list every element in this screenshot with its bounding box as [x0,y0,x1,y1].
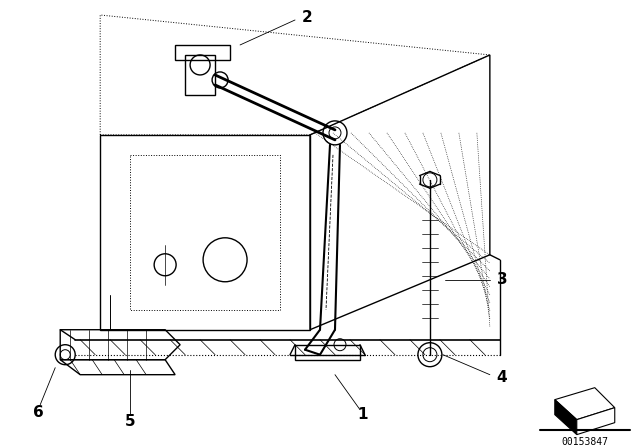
Text: 3: 3 [497,272,507,287]
Text: 6: 6 [33,405,44,420]
Text: 4: 4 [497,370,507,385]
Polygon shape [555,400,577,435]
Text: 2: 2 [301,10,312,26]
Text: 00153847: 00153847 [561,437,608,447]
Text: 5: 5 [125,414,136,429]
Text: 1: 1 [358,407,368,422]
Polygon shape [577,408,615,435]
Polygon shape [555,388,615,420]
